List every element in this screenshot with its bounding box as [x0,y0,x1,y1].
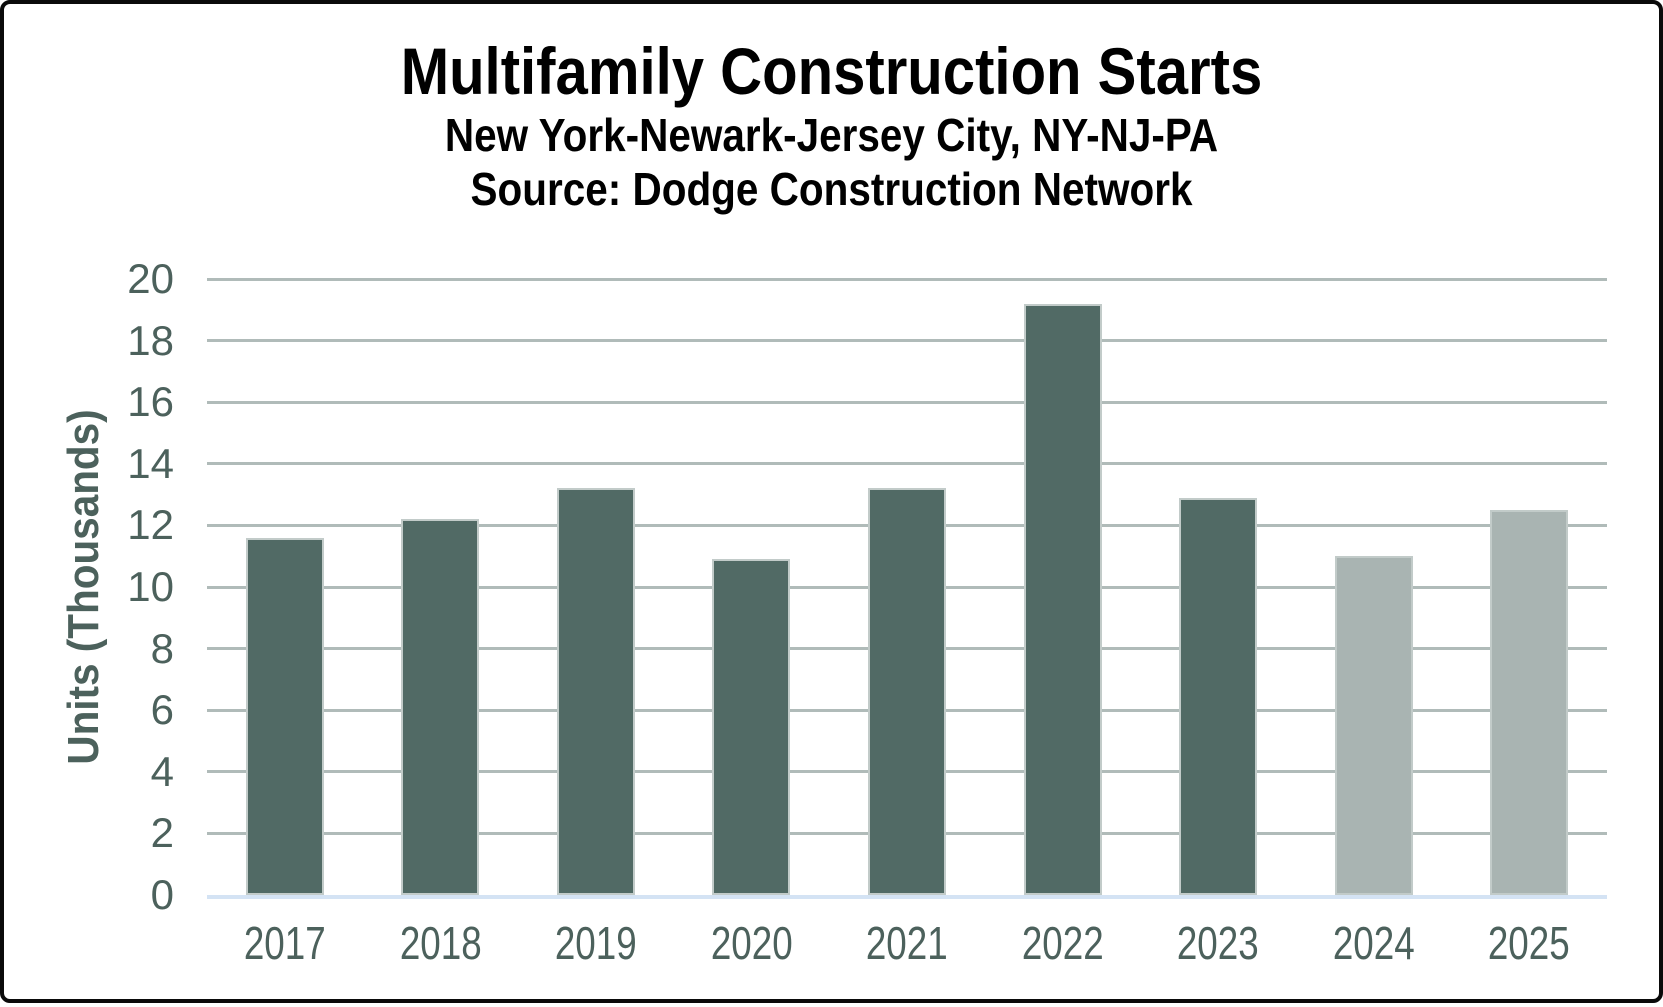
y-tick-label: 12 [127,501,174,549]
x-tick-label: 2021 [866,917,948,969]
y-tick-label: 0 [150,871,174,918]
bar-2019 [556,488,635,895]
y-tick-label: 8 [150,624,174,672]
plot-area: Units (Thousands) 0 2 4 6 8 10 12 14 16 18 20 2017 2… [4,4,1663,1007]
y-tick-label: 2 [150,809,174,857]
x-tick-label: 2022 [1021,917,1104,969]
x-axis-baseline [207,895,1607,899]
bar-2017 [245,538,324,895]
gridline [207,462,1607,466]
x-tick-label: 2018 [399,917,482,969]
bar-2023 [1179,498,1258,895]
x-tick-label: 2019 [554,917,637,969]
y-tick-label: 18 [127,316,174,364]
x-tick-label: 2023 [1177,917,1260,969]
y-tick-label: 14 [127,439,174,487]
x-tick-label: 2025 [1488,917,1571,969]
gridline [207,339,1607,343]
bar-2024 [1334,556,1413,895]
x-tick-label: 2020 [710,917,793,969]
bar-2018 [401,519,480,895]
x-tick-label: 2024 [1332,917,1415,969]
y-tick-label: 6 [150,686,174,734]
chart-subtitle-region: New York-Newark-Jersey City, NY-NJ-PA [444,109,1219,161]
bar-2025 [1490,510,1569,895]
x-tick-label: 2017 [243,917,326,969]
chart-subtitle-source: Source: Dodge Construction Network [470,163,1193,215]
gridline [207,277,1607,281]
y-tick-label: 4 [150,747,174,795]
chart-header: Multifamily Construction Starts New York… [4,34,1659,216]
bar-2021 [868,488,946,895]
chart-title: Multifamily Construction Starts [400,34,1263,108]
y-tick-label: 20 [127,255,174,302]
y-tick-label: 16 [127,378,174,426]
bar-2022 [1023,304,1102,895]
bar-2020 [712,559,791,895]
y-tick-label: 10 [127,563,174,610]
gridline [207,400,1607,404]
